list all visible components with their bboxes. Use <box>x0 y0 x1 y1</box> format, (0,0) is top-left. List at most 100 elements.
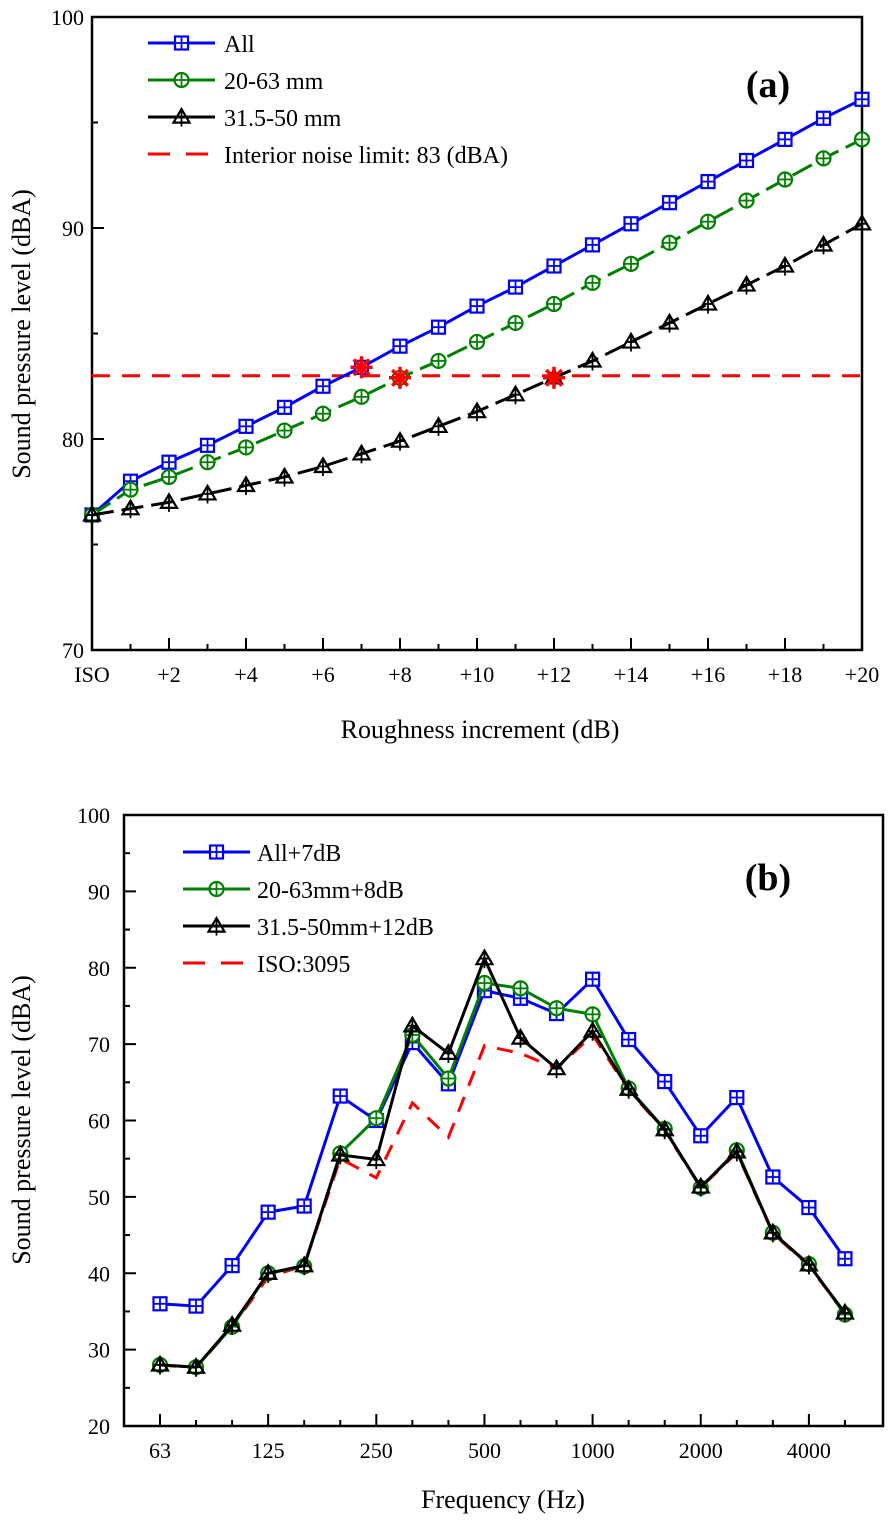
data-point <box>440 1070 457 1087</box>
intersection-markers-a <box>350 356 565 389</box>
data-point <box>160 468 178 486</box>
data-point <box>186 1357 206 1377</box>
data-point <box>700 173 716 190</box>
legend-label: 20-63mm+8dB <box>257 878 404 904</box>
series-line <box>159 981 847 1369</box>
data-point <box>582 350 603 371</box>
data-point <box>152 1296 168 1312</box>
y-tick-label: 30 <box>88 1338 110 1363</box>
legend-item-20-63-mm: 20-63 mm <box>148 69 324 95</box>
x-tick-label: 250 <box>360 1438 393 1463</box>
data-point <box>510 1027 531 1048</box>
legend-label: All+7dB <box>257 841 341 867</box>
data-point <box>224 1258 240 1274</box>
legend-label: 31.5-50mm+12dB <box>257 915 434 941</box>
data-point <box>622 255 640 272</box>
data-point <box>199 437 216 453</box>
y-tick-label: 20 <box>88 1414 110 1439</box>
legend-item-all-7db: All+7dB <box>183 841 341 867</box>
data-point <box>813 234 834 255</box>
data-point <box>438 1043 459 1063</box>
data-point <box>236 475 256 496</box>
panel-label-b: (b) <box>745 857 791 899</box>
data-point <box>238 418 254 434</box>
legend-marker-icon <box>171 106 192 127</box>
data-point <box>738 192 755 209</box>
data-point <box>621 331 641 352</box>
data-point <box>548 1000 565 1017</box>
data-point <box>122 481 139 498</box>
y-tick-label: 80 <box>62 427 84 452</box>
data-point <box>468 333 486 351</box>
data-point <box>657 1073 673 1090</box>
data-point <box>237 439 255 456</box>
data-point <box>690 1176 711 1197</box>
plot-frame-a <box>90 15 864 652</box>
data-point <box>837 1251 853 1267</box>
legend-label: All <box>224 32 255 58</box>
x-tick-label: 1000 <box>571 1438 615 1463</box>
data-point <box>82 504 102 525</box>
panel-label-a: (a) <box>746 64 790 106</box>
data-point <box>584 274 601 291</box>
data-point <box>505 384 526 405</box>
data-point <box>161 454 177 470</box>
intersection-star <box>350 356 373 379</box>
x-tick-label: +6 <box>311 662 334 687</box>
data-point <box>698 293 718 314</box>
data-point <box>222 1315 243 1335</box>
data-point <box>330 1144 351 1165</box>
data-point <box>474 948 495 969</box>
data-point <box>159 492 179 512</box>
series-line <box>159 976 847 1308</box>
x-tick-label: +8 <box>388 662 411 687</box>
data-point <box>390 430 410 451</box>
data-point <box>430 319 447 335</box>
star-ray <box>544 368 564 387</box>
series-31-5-50mm-12db <box>150 948 855 1377</box>
data-point <box>402 1015 423 1036</box>
data-point <box>188 1298 204 1314</box>
data-point <box>353 388 370 405</box>
series-all <box>84 91 870 523</box>
x-tick-label: 125 <box>252 1438 285 1463</box>
y-tick-label: 70 <box>88 1032 110 1057</box>
x-axis-title-a: Roughness increment (dB) <box>341 715 620 744</box>
x-tick-label: +18 <box>768 662 802 687</box>
y-tick-label: 50 <box>88 1185 110 1210</box>
x-tick-label: +2 <box>157 662 180 687</box>
series-31-5-50-mm <box>82 213 872 525</box>
intersection-star <box>389 366 411 389</box>
series-20-63-mm <box>83 131 871 524</box>
y-axis-title-b: Sound pressure level (dBA) <box>7 975 36 1265</box>
data-point <box>661 234 678 251</box>
data-point <box>296 1198 312 1214</box>
data-point <box>623 216 639 232</box>
data-point <box>428 416 449 436</box>
y-tick-label: 60 <box>88 1109 110 1134</box>
data-point <box>853 131 871 148</box>
x-tick-label: 63 <box>149 1438 171 1463</box>
data-point <box>815 110 832 126</box>
data-point <box>294 1255 315 1276</box>
data-point <box>150 1354 170 1375</box>
y-axis-ticks-a: 70 80 90 100 <box>51 5 104 663</box>
y-tick-label: 40 <box>88 1261 110 1286</box>
y-tick-label: 90 <box>88 879 110 904</box>
data-point <box>546 1058 567 1079</box>
data-point <box>736 274 757 295</box>
data-point <box>738 152 755 169</box>
data-point <box>315 378 331 394</box>
data-point <box>661 195 678 211</box>
legend-marker-icon <box>208 880 225 898</box>
data-point <box>197 483 218 504</box>
legend-a: All 20-63 mm 31.5-50 mm Interior noise limi… <box>148 32 508 169</box>
x-tick-label: 500 <box>468 1438 501 1463</box>
legend-item-20-63mm-8db: 20-63mm+8dB <box>183 878 404 904</box>
star-ray <box>390 368 410 387</box>
data-point <box>729 1089 745 1106</box>
data-point <box>699 213 717 230</box>
data-point <box>654 1119 675 1140</box>
